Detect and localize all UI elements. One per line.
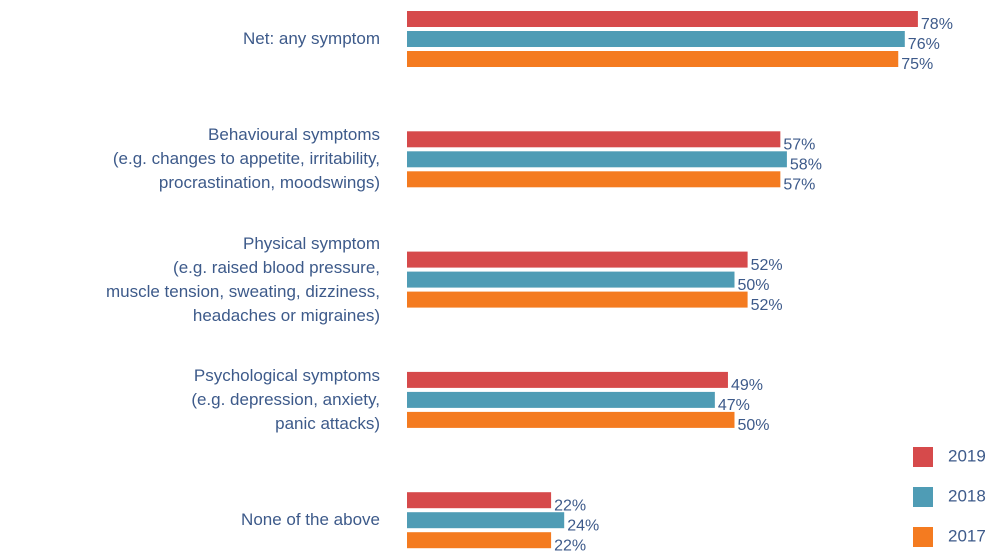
bar <box>407 391 715 408</box>
value-label: 57% <box>783 137 815 154</box>
bar <box>407 492 552 509</box>
bar <box>407 251 748 268</box>
legend-label: 2019 <box>948 446 986 465</box>
bar <box>407 411 735 428</box>
value-label: 76% <box>908 36 940 53</box>
legend-label: 2018 <box>948 486 986 505</box>
bar <box>407 11 918 27</box>
value-label: 50% <box>738 417 770 434</box>
bar <box>407 31 905 47</box>
value-label: 24% <box>567 517 599 534</box>
value-label: 50% <box>738 277 770 294</box>
value-label: 78% <box>921 16 953 33</box>
value-label: 58% <box>790 157 822 174</box>
bar <box>407 51 899 67</box>
value-label: 22% <box>554 497 586 514</box>
value-label: 22% <box>554 537 586 554</box>
legend-swatch <box>913 487 933 507</box>
value-label: 52% <box>751 257 783 274</box>
legend-swatch <box>913 447 933 467</box>
category-label: Behavioural symptoms (e.g. changes to ap… <box>112 125 380 193</box>
value-label: 75% <box>901 56 933 73</box>
bar <box>407 131 781 148</box>
category-label: Net: any symptom <box>243 29 380 48</box>
value-label: 57% <box>783 177 815 194</box>
bar <box>407 371 728 388</box>
bar <box>407 512 565 529</box>
legend-label: 2017 <box>948 526 986 545</box>
category-label: None of the above <box>241 510 380 530</box>
value-label: 52% <box>751 297 783 314</box>
bar <box>407 532 552 549</box>
category-label: Psychological symptoms (e.g. depression,… <box>191 365 380 433</box>
bar <box>407 291 748 308</box>
category-label: Physical symptom (e.g. raised blood pres… <box>105 233 380 325</box>
legend-swatch <box>913 527 933 547</box>
bar <box>407 171 781 188</box>
bar <box>407 151 787 168</box>
value-label: 47% <box>718 397 750 414</box>
bar <box>407 271 735 288</box>
value-label: 49% <box>731 377 763 394</box>
